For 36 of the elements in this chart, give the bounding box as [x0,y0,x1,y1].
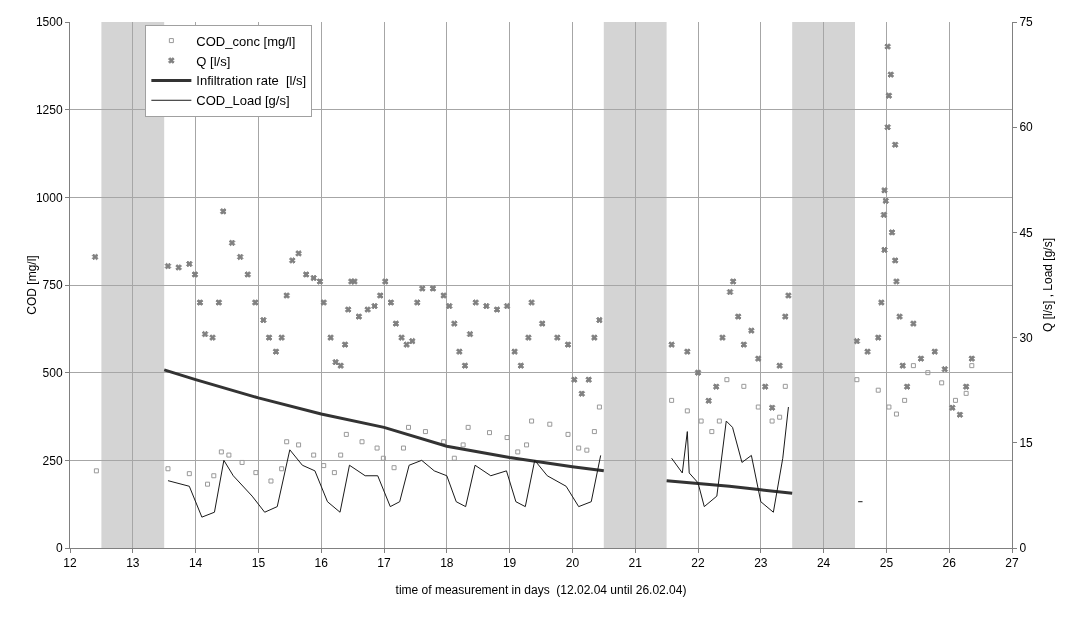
x-tick-label: 13 [126,556,140,571]
y2-tick-label: 0 [1019,541,1027,556]
legend-label: COD_Load [g/s] [196,93,290,109]
x-tick-label: 22 [691,556,705,571]
x-tick-label: 20 [565,556,580,571]
y2-tick-label: 15 [1019,436,1034,450]
x-tick-label: 25 [879,556,894,571]
y2-axis-title: Q [l/s] , Load [g/s] [1041,237,1055,333]
legend-label: COD_conc [mg/l] [196,33,296,49]
x-tick-label: 17 [377,556,391,571]
x-tick-label: 19 [502,556,517,571]
y-tick-label: 1000 [35,190,63,205]
x-tick-label: 21 [628,556,643,571]
y-tick-label: 250 [42,453,63,468]
y2-tick-label: 75 [1019,15,1034,30]
legend-label: Infiltration rate [l/s] [196,73,307,89]
y-tick-label: 500 [42,365,63,380]
x-tick-label: 26 [942,556,957,571]
x-tick-label: 15 [251,556,266,571]
x-tick-label: 27 [1005,556,1019,571]
y-tick-label: 1250 [35,102,63,117]
x-tick-label: 14 [188,556,203,571]
y-tick-label: 0 [55,541,63,556]
x-axis-title: time of measurement in days (12.02.04 until 26.02.04) [395,583,687,597]
x-tick-label: 16 [314,556,329,571]
y-axis-title: COD [mg/l] [25,255,39,315]
y2-tick-label: 60 [1019,120,1034,135]
x-tick-label: 18 [440,556,454,571]
y2-tick-label: 45 [1019,225,1034,240]
x-tick-label: 23 [754,556,768,571]
y-tick-label: 1500 [35,15,63,30]
y2-tick-label: 30 [1019,330,1034,345]
x-tick-label: 24 [816,556,831,571]
x-tick-label: 12 [63,556,77,571]
legend-label: Q [l/s] [196,53,231,69]
y-tick-label: 750 [42,278,63,293]
